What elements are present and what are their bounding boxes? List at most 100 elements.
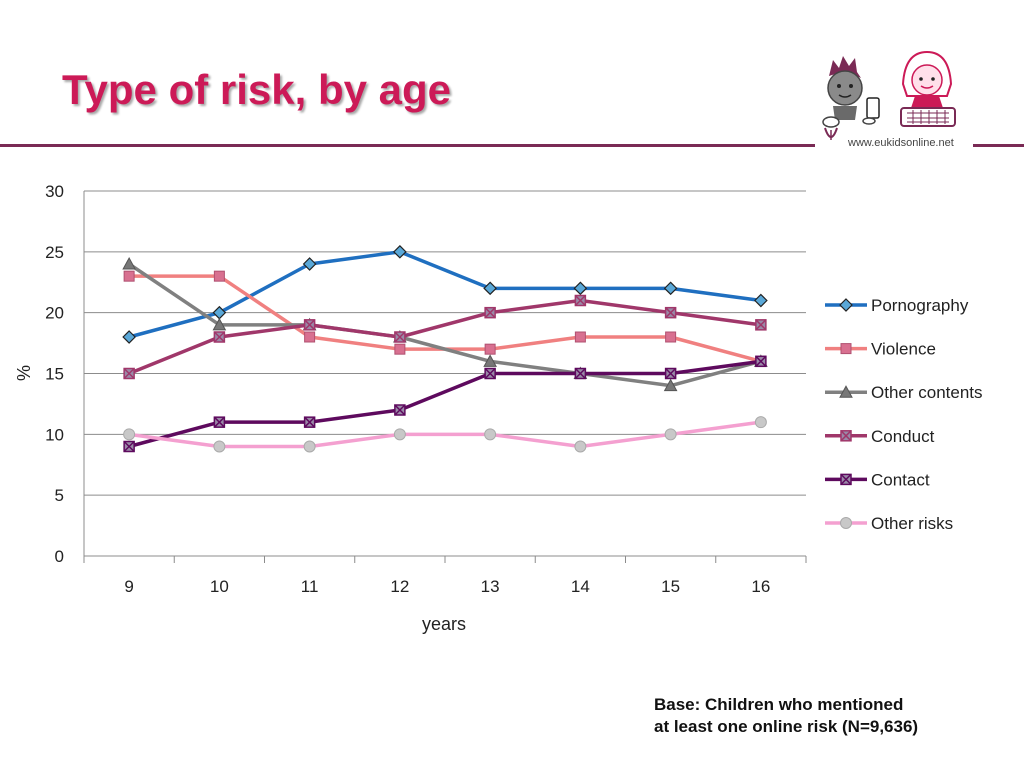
data-point-pornography xyxy=(302,257,317,271)
data-point-violence xyxy=(123,270,135,282)
legend-marker-other-risks xyxy=(840,517,852,529)
data-point-conduct xyxy=(484,306,496,319)
legend-label: Other contents xyxy=(871,383,983,402)
slide-title: Type of risk, by age xyxy=(62,66,452,113)
data-point-violence xyxy=(213,270,225,282)
data-point-other-risks xyxy=(213,440,226,453)
data-point-other-risks xyxy=(393,428,406,441)
y-tick-label: 20 xyxy=(45,304,64,323)
girl-icon xyxy=(900,50,956,127)
chart-grid xyxy=(84,190,806,557)
x-tick-label: 14 xyxy=(571,577,590,596)
data-point-contact xyxy=(213,416,226,428)
x-tick-label: 9 xyxy=(124,577,133,596)
legend-item-violence: Violence xyxy=(825,340,936,359)
data-point-contact xyxy=(574,367,587,380)
base-note-line-1: Base: Children who mentioned xyxy=(654,695,904,714)
data-point-contact xyxy=(755,355,767,368)
eu-kids-online-logo xyxy=(822,50,956,140)
data-point-other-contents xyxy=(663,378,678,392)
data-point-conduct xyxy=(755,319,767,331)
data-point-pornography xyxy=(663,281,678,296)
x-tick-label: 15 xyxy=(661,577,680,596)
x-tick-label: 12 xyxy=(390,577,409,596)
legend-item-contact: Contact xyxy=(825,470,930,489)
data-point-contact xyxy=(484,367,496,380)
data-point-conduct xyxy=(213,331,226,343)
data-point-other-risks xyxy=(754,416,767,429)
legend-item-other-contents: Other contents xyxy=(825,383,983,402)
data-point-other-contents xyxy=(122,256,136,270)
legend-label: Violence xyxy=(871,340,936,359)
chart-series xyxy=(122,244,768,453)
x-tick-label: 13 xyxy=(481,577,500,596)
data-point-other-risks xyxy=(123,428,136,441)
x-tick-label: 16 xyxy=(751,577,770,596)
data-point-violence xyxy=(394,343,406,355)
chart-axes: 0 5 10 15 20 25 30 9 10 11 12 13 14 15 16 xyxy=(45,182,807,596)
legend-label: Contact xyxy=(871,470,930,489)
legend-marker-conduct xyxy=(840,430,852,442)
data-point-violence xyxy=(484,343,496,355)
line-chart: 0 5 10 15 20 25 30 9 10 11 12 13 14 15 16 Pornography V… xyxy=(14,182,983,634)
base-note: Base: Children who mentioned at least on… xyxy=(654,694,918,738)
data-point-violence xyxy=(304,331,316,343)
legend-marker-violence xyxy=(840,343,852,355)
title-divider-right xyxy=(973,144,1024,147)
y-tick-label: 30 xyxy=(45,182,64,201)
chart-legend: Pornography Violence Other contents Conduct… xyxy=(825,296,983,533)
data-point-pornography xyxy=(122,330,136,344)
series-line-other-contents xyxy=(128,262,762,388)
data-point-other-risks xyxy=(484,428,497,441)
series-pornography xyxy=(122,244,768,344)
y-axis-title: % xyxy=(14,365,34,381)
logo-url: www.eukidsonline.net xyxy=(848,137,954,149)
series-line-conduct xyxy=(128,298,762,376)
data-point-other-risks xyxy=(303,440,316,453)
data-point-violence xyxy=(665,331,677,343)
series-line-contact xyxy=(128,359,762,449)
legend-label: Conduct xyxy=(871,427,935,446)
data-point-violence xyxy=(574,331,586,343)
y-tick-label: 25 xyxy=(45,243,64,262)
title-divider-left xyxy=(0,144,815,147)
data-point-pornography xyxy=(393,244,407,259)
legend-item-other-risks: Other risks xyxy=(825,514,953,533)
legend-marker-other-contents xyxy=(839,385,853,398)
data-point-pornography xyxy=(754,293,768,308)
y-tick-label: 15 xyxy=(45,365,64,384)
x-tick-label: 11 xyxy=(301,577,319,596)
data-point-conduct xyxy=(123,367,135,380)
y-tick-label: 5 xyxy=(55,486,64,505)
x-axis-title: years xyxy=(422,614,466,634)
data-point-other-risks xyxy=(664,428,677,441)
base-note-line-2: at least one online risk (N=9,636) xyxy=(654,717,919,736)
series-contact xyxy=(123,355,767,453)
legend-item-conduct: Conduct xyxy=(825,427,935,446)
series-other-risks xyxy=(123,416,767,453)
data-point-pornography xyxy=(483,281,497,296)
legend-label: Other risks xyxy=(871,514,953,533)
boy-icon xyxy=(822,56,880,140)
data-point-conduct xyxy=(574,294,587,307)
series-line-pornography xyxy=(128,250,762,339)
legend-label: Pornography xyxy=(871,296,969,315)
series-line-other-risks xyxy=(128,420,762,449)
data-point-contact xyxy=(123,440,135,453)
data-point-conduct xyxy=(394,331,406,343)
series-conduct xyxy=(123,294,767,380)
data-point-contact xyxy=(394,404,406,416)
legend-marker-contact xyxy=(840,473,852,486)
y-tick-label: 10 xyxy=(45,425,64,444)
data-point-contact xyxy=(303,416,316,428)
data-point-other-contents xyxy=(212,317,227,331)
data-point-other-risks xyxy=(574,440,587,453)
y-tick-label: 0 xyxy=(55,547,64,566)
data-point-pornography xyxy=(573,281,588,296)
data-point-conduct xyxy=(664,306,677,319)
legend-marker-pornography xyxy=(839,298,853,312)
data-point-contact xyxy=(664,367,677,380)
data-point-conduct xyxy=(303,319,316,331)
data-point-other-contents xyxy=(483,354,497,367)
x-tick-label: 10 xyxy=(210,577,229,596)
